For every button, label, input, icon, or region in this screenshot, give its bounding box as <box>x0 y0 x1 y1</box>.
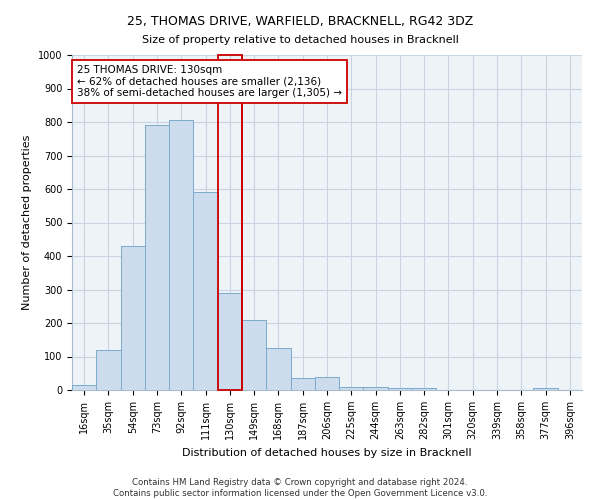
Bar <box>121 246 145 390</box>
Text: Contains HM Land Registry data © Crown copyright and database right 2024.
Contai: Contains HM Land Registry data © Crown c… <box>113 478 487 498</box>
X-axis label: Distribution of detached houses by size in Bracknell: Distribution of detached houses by size … <box>182 448 472 458</box>
Text: Size of property relative to detached houses in Bracknell: Size of property relative to detached ho… <box>142 35 458 45</box>
Bar <box>266 348 290 390</box>
Bar <box>96 350 121 390</box>
Bar <box>315 378 339 390</box>
Bar <box>388 388 412 390</box>
Bar <box>412 388 436 390</box>
Text: 25 THOMAS DRIVE: 130sqm
← 62% of detached houses are smaller (2,136)
38% of semi: 25 THOMAS DRIVE: 130sqm ← 62% of detache… <box>77 65 342 98</box>
Bar <box>290 378 315 390</box>
Y-axis label: Number of detached properties: Number of detached properties <box>22 135 32 310</box>
Bar <box>533 388 558 390</box>
Bar <box>218 293 242 390</box>
Bar <box>169 120 193 390</box>
Bar <box>145 126 169 390</box>
Bar <box>193 192 218 390</box>
Bar <box>72 385 96 390</box>
Bar <box>242 320 266 390</box>
Text: 25, THOMAS DRIVE, WARFIELD, BRACKNELL, RG42 3DZ: 25, THOMAS DRIVE, WARFIELD, BRACKNELL, R… <box>127 15 473 28</box>
Bar <box>339 386 364 390</box>
Bar <box>364 386 388 390</box>
